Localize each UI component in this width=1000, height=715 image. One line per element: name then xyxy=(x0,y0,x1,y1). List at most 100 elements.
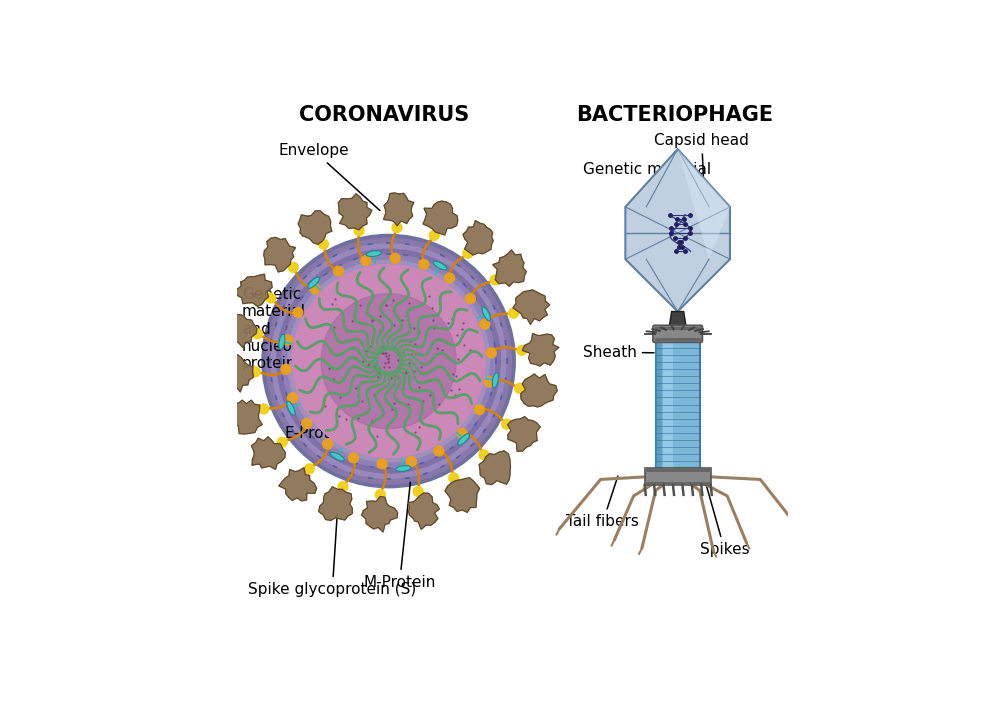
Circle shape xyxy=(338,482,348,492)
Polygon shape xyxy=(362,496,398,532)
Circle shape xyxy=(354,226,364,235)
Circle shape xyxy=(392,222,402,232)
Ellipse shape xyxy=(279,334,285,350)
Text: E-Protein: E-Protein xyxy=(284,410,353,441)
Text: BACTERIOPHAGE: BACTERIOPHAGE xyxy=(576,105,773,125)
Ellipse shape xyxy=(492,373,498,388)
Ellipse shape xyxy=(396,465,411,471)
Circle shape xyxy=(406,457,416,466)
Polygon shape xyxy=(298,211,332,245)
Polygon shape xyxy=(445,478,480,513)
Circle shape xyxy=(413,487,423,496)
Text: Tail fibers: Tail fibers xyxy=(566,476,639,529)
Circle shape xyxy=(479,450,489,460)
Circle shape xyxy=(457,428,467,438)
Polygon shape xyxy=(463,220,493,255)
Polygon shape xyxy=(513,290,550,325)
Text: Spikes: Spikes xyxy=(700,468,749,557)
Polygon shape xyxy=(217,355,254,392)
Ellipse shape xyxy=(433,261,447,270)
Circle shape xyxy=(282,255,495,468)
Circle shape xyxy=(266,238,511,484)
FancyBboxPatch shape xyxy=(655,338,701,341)
Polygon shape xyxy=(678,149,730,260)
Circle shape xyxy=(277,437,287,447)
FancyBboxPatch shape xyxy=(655,327,701,330)
Circle shape xyxy=(323,439,333,449)
Polygon shape xyxy=(264,237,296,272)
Polygon shape xyxy=(479,451,511,485)
Circle shape xyxy=(281,365,291,374)
Circle shape xyxy=(515,383,525,393)
Circle shape xyxy=(288,260,489,462)
Bar xyxy=(663,341,673,468)
Circle shape xyxy=(288,262,298,272)
Circle shape xyxy=(419,260,429,270)
Circle shape xyxy=(390,253,400,263)
Ellipse shape xyxy=(308,277,319,288)
Text: Sheath: Sheath xyxy=(583,345,654,360)
Ellipse shape xyxy=(366,251,382,257)
Polygon shape xyxy=(508,417,540,451)
Ellipse shape xyxy=(330,453,344,461)
Polygon shape xyxy=(493,250,526,286)
Polygon shape xyxy=(338,194,372,230)
Polygon shape xyxy=(279,468,317,501)
Bar xyxy=(645,482,711,485)
Polygon shape xyxy=(384,193,414,226)
Circle shape xyxy=(361,256,371,265)
Circle shape xyxy=(319,240,328,249)
Text: Envelope: Envelope xyxy=(279,143,380,210)
Circle shape xyxy=(486,348,496,358)
Polygon shape xyxy=(669,312,686,327)
Text: Genetic material: Genetic material xyxy=(583,162,711,214)
Circle shape xyxy=(517,345,527,355)
Circle shape xyxy=(250,367,260,377)
Polygon shape xyxy=(220,314,257,347)
Circle shape xyxy=(463,248,473,258)
Text: CORONAVIRUS: CORONAVIRUS xyxy=(299,105,469,125)
Circle shape xyxy=(480,320,490,329)
Text: Capsid head: Capsid head xyxy=(654,134,749,190)
Circle shape xyxy=(445,273,455,283)
Circle shape xyxy=(277,250,500,473)
Ellipse shape xyxy=(287,401,295,415)
Bar xyxy=(656,341,700,468)
Circle shape xyxy=(302,418,312,428)
Polygon shape xyxy=(408,493,439,529)
Bar xyxy=(645,468,711,485)
Circle shape xyxy=(502,419,512,429)
Polygon shape xyxy=(251,437,285,469)
Text: M-Protein: M-Protein xyxy=(363,482,436,590)
Circle shape xyxy=(349,453,358,463)
Ellipse shape xyxy=(458,434,470,445)
Circle shape xyxy=(375,490,385,500)
Circle shape xyxy=(321,294,456,428)
Circle shape xyxy=(262,235,515,488)
Circle shape xyxy=(429,230,439,240)
Circle shape xyxy=(449,473,459,483)
Circle shape xyxy=(266,293,276,303)
Polygon shape xyxy=(319,487,352,521)
Text: Spike glycoprotein (S): Spike glycoprotein (S) xyxy=(248,513,416,597)
Polygon shape xyxy=(625,149,730,312)
Circle shape xyxy=(304,464,314,474)
Circle shape xyxy=(292,265,485,458)
Polygon shape xyxy=(236,274,272,307)
Polygon shape xyxy=(423,201,458,235)
Circle shape xyxy=(466,294,475,304)
Circle shape xyxy=(293,307,303,317)
Polygon shape xyxy=(229,400,262,434)
Circle shape xyxy=(377,459,387,469)
Circle shape xyxy=(474,405,484,415)
Bar xyxy=(645,468,711,472)
Circle shape xyxy=(253,329,263,339)
Circle shape xyxy=(271,244,506,478)
Circle shape xyxy=(283,335,293,345)
Bar xyxy=(656,341,662,468)
Polygon shape xyxy=(522,333,559,366)
Polygon shape xyxy=(521,374,557,407)
Circle shape xyxy=(490,275,500,285)
Circle shape xyxy=(509,308,519,318)
Circle shape xyxy=(259,404,269,414)
